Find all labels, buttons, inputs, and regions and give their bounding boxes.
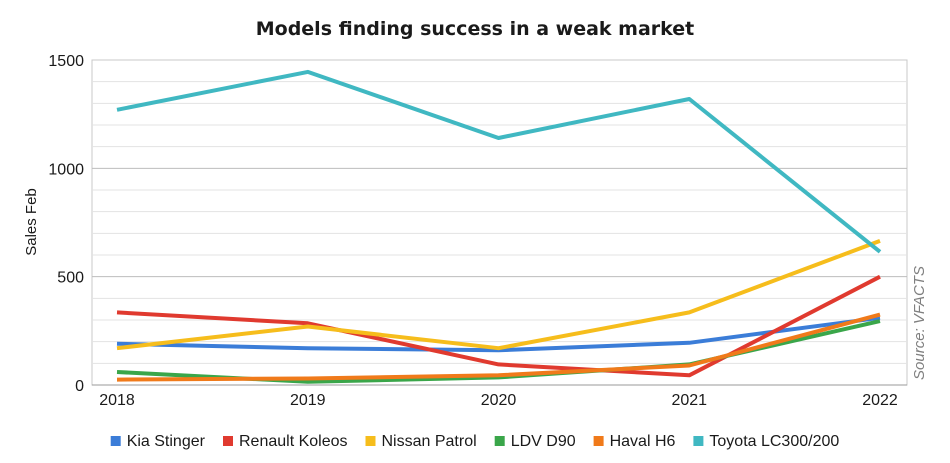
legend-item-toyota-lc300-200[interactable]: Toyota LC300/200 <box>693 433 839 450</box>
series-line-renault-koleos <box>116 274 881 378</box>
legend-swatch <box>110 436 121 446</box>
x-tick-label: 2020 <box>481 392 517 409</box>
y-axis-label: Sales Feb <box>23 188 40 256</box>
series-line-haval-h6 <box>116 312 881 382</box>
legend-item-renault-koleos[interactable]: Renault Koleos <box>223 433 348 450</box>
y-tick-label: 1500 <box>48 53 84 70</box>
legend-item-haval-h6[interactable]: Haval H6 <box>593 433 676 450</box>
legend-item-ldv-d90[interactable]: LDV D90 <box>494 433 576 450</box>
legend-swatch <box>593 436 604 446</box>
series-line-toyota-lc300-200 <box>116 69 882 254</box>
legend-swatch <box>494 436 505 446</box>
chart-title: Models finding success in a weak market <box>256 18 695 40</box>
legend-label: Toyota LC300/200 <box>709 433 839 450</box>
legend-swatch <box>693 436 704 446</box>
legend-item-nissan-patrol[interactable]: Nissan Patrol <box>365 433 477 450</box>
legend-label: Haval H6 <box>610 433 676 450</box>
legend-item-kia-stinger[interactable]: Kia Stinger <box>110 433 206 450</box>
series-line-nissan-patrol <box>116 239 881 351</box>
legend-label: Nissan Patrol <box>382 433 477 450</box>
x-tick-label: 2022 <box>862 392 898 409</box>
source-note: Source: VFACTS <box>911 266 928 380</box>
legend-swatch <box>365 436 376 446</box>
legend-label: Kia Stinger <box>127 433 206 450</box>
y-tick-label: 0 <box>75 378 84 395</box>
y-tick-label: 500 <box>57 270 84 287</box>
legend-label: Renault Koleos <box>239 433 348 450</box>
y-tick-label: 1000 <box>48 161 84 178</box>
x-tick-label: 2021 <box>671 392 707 409</box>
legend-label: LDV D90 <box>511 433 576 450</box>
x-tick-label: 2019 <box>290 392 326 409</box>
legend-swatch <box>223 436 233 446</box>
series-line-kia-stinger <box>116 315 881 353</box>
x-tick-label: 2018 <box>99 392 135 409</box>
